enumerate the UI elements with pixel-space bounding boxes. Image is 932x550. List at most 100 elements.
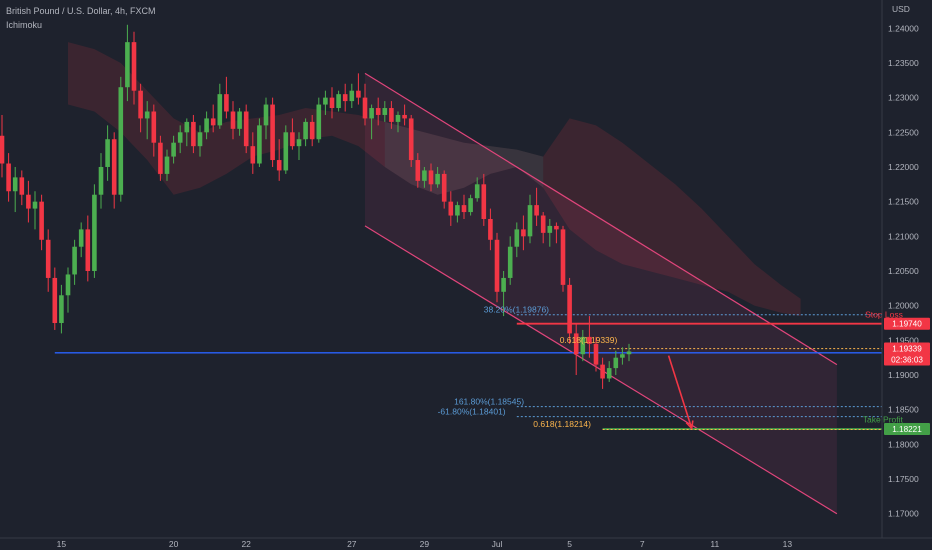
candle	[32, 191, 38, 230]
candle	[276, 139, 282, 181]
candle-body	[59, 295, 64, 324]
candle	[105, 125, 110, 181]
annotation-label: -61.80%(1.18401)	[438, 407, 506, 417]
time-tick-label: 15	[57, 539, 67, 549]
candle	[606, 361, 612, 382]
candle-body	[514, 229, 520, 247]
candle-body	[6, 163, 11, 192]
candle-body	[197, 132, 203, 147]
candle-body	[369, 108, 374, 119]
candle	[263, 97, 269, 140]
time-tick-label: 5	[567, 539, 572, 549]
candle	[362, 83, 368, 126]
candle	[59, 284, 64, 334]
candle	[560, 225, 566, 292]
candle	[534, 187, 539, 226]
candle-body	[52, 277, 58, 324]
candle-body	[573, 333, 579, 355]
candle-body	[336, 94, 341, 109]
candle	[435, 166, 440, 188]
price-levels	[54, 314, 882, 431]
candle-body	[382, 108, 388, 115]
candle-body	[389, 108, 394, 122]
annotation-label: 161.80%(1.18545)	[454, 397, 524, 407]
candle	[164, 149, 170, 181]
candle	[230, 101, 236, 140]
candle	[316, 97, 322, 143]
price-axis-unit: USD	[892, 4, 910, 14]
price-tags: 1.19740 1.19339 02:36:03 1.18221	[884, 317, 930, 436]
candle-body	[408, 118, 414, 161]
candle-body	[283, 132, 289, 171]
price-tick-label: 1.24000	[888, 23, 919, 33]
candle-body	[435, 173, 440, 185]
candle-body	[567, 284, 572, 334]
candle	[514, 222, 520, 258]
candlesticks[interactable]	[0, 24, 632, 389]
candle-body	[210, 118, 216, 126]
candle-body	[204, 118, 209, 133]
candle-body	[507, 246, 513, 278]
price-tag: 02:36:03	[884, 353, 930, 366]
annotation-label: Stop Loss	[865, 310, 903, 320]
candle-body	[263, 104, 269, 126]
candle	[455, 201, 460, 223]
candle	[554, 222, 559, 244]
candle	[45, 229, 51, 292]
annotation-label: 38.20%(1.19876)	[484, 305, 549, 315]
annotations: 38.20%(1.19876) 0.618(1.19339) 161.80%(1.1…	[438, 305, 904, 429]
candle-body	[356, 90, 361, 98]
candle-body	[560, 229, 566, 285]
price-axis[interactable]: USD 1.24000 1.23500 1.23000 1.22500 1.22000 1.…	[881, 0, 919, 538]
candle	[474, 177, 480, 202]
candle-body	[78, 229, 84, 247]
candle-body	[593, 343, 599, 365]
candle	[521, 215, 526, 251]
candle	[26, 180, 31, 223]
candle	[12, 166, 18, 213]
candle	[501, 271, 506, 317]
candle	[65, 267, 71, 313]
time-axis[interactable]: 15 20 22 27 29 Jul 5 7 11 13	[0, 537, 932, 549]
candle-body	[237, 111, 242, 129]
candle-body	[461, 205, 467, 213]
candle	[620, 347, 625, 365]
price-tag-text: 1.18221	[892, 425, 922, 434]
candle	[567, 277, 572, 344]
candle	[171, 135, 176, 164]
price-tick-label: 1.20000	[888, 301, 919, 311]
candle	[356, 73, 361, 105]
candle	[507, 236, 513, 285]
candle-body	[85, 229, 91, 271]
candle-body	[448, 201, 454, 216]
candle-body	[375, 108, 381, 115]
candle	[296, 132, 302, 161]
candle-body	[151, 111, 157, 143]
price-tag-bg	[884, 423, 930, 436]
candle-body	[224, 94, 229, 112]
candle-body	[455, 205, 460, 216]
candle-body	[428, 170, 434, 185]
candle	[422, 166, 427, 188]
price-tag: 1.19740	[884, 317, 930, 330]
price-tag-bg	[884, 317, 930, 330]
candle	[323, 90, 328, 115]
annotation-label: Take Profit	[863, 414, 904, 424]
candle	[336, 90, 341, 112]
price-tick-label: 1.20500	[888, 266, 919, 276]
candle	[39, 194, 44, 251]
candle-body	[131, 42, 137, 91]
candle-body	[402, 114, 407, 119]
candle-body	[296, 139, 302, 147]
candle-body	[105, 139, 110, 167]
projection-line	[667, 355, 693, 429]
candle	[270, 97, 275, 167]
channel-upper-line	[364, 72, 838, 366]
candle	[441, 170, 447, 209]
candle	[349, 83, 355, 109]
candle	[428, 163, 434, 192]
candle	[118, 76, 124, 202]
candle-body	[243, 111, 249, 147]
